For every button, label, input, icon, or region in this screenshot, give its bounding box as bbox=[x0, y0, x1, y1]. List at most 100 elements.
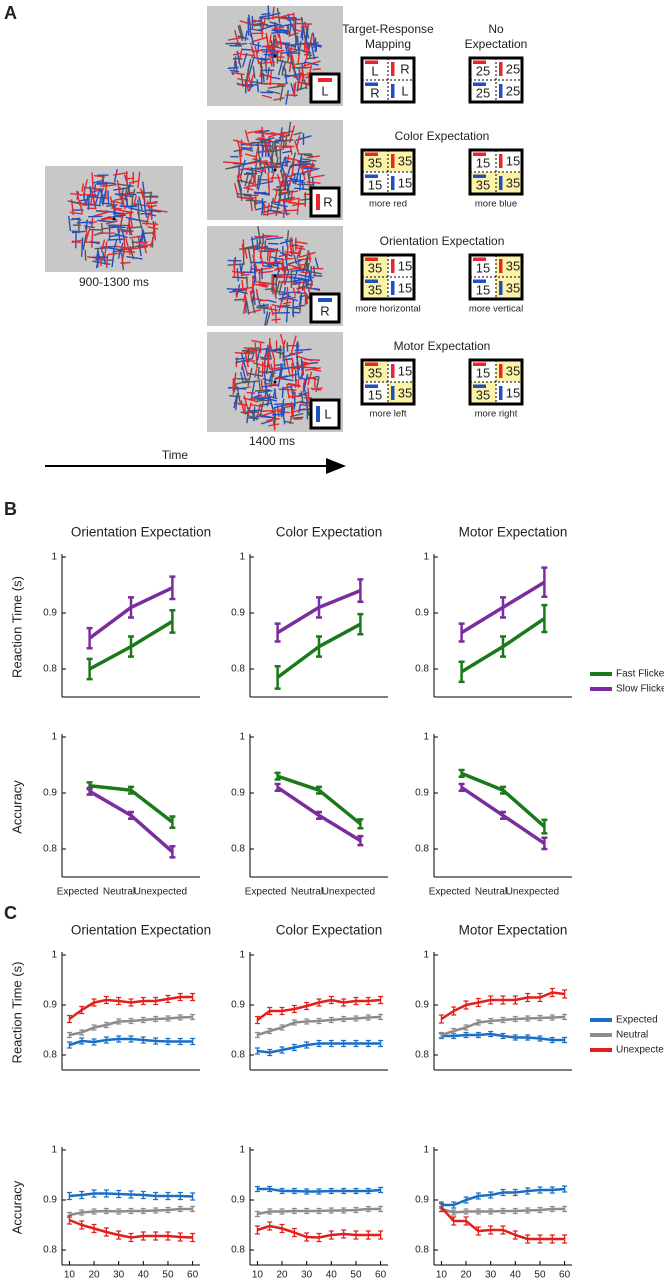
error-bar bbox=[353, 996, 359, 1006]
stimulus-line bbox=[79, 193, 96, 196]
stimulus-line bbox=[254, 368, 258, 378]
error-bar bbox=[291, 1187, 297, 1195]
y-axis-label: Accuracy bbox=[9, 1180, 24, 1234]
stimulus-line bbox=[296, 361, 300, 378]
table-box bbox=[468, 56, 524, 104]
cell-bar bbox=[365, 257, 378, 261]
x-tick-label: Unexpected bbox=[506, 887, 559, 898]
error-bar bbox=[463, 1196, 469, 1204]
stimulus-line bbox=[76, 221, 93, 224]
error-bar bbox=[116, 1208, 122, 1215]
stimulus-line bbox=[269, 34, 272, 44]
stimulus-line bbox=[303, 21, 310, 39]
cell-value: 35 bbox=[398, 385, 412, 400]
stimulus-line bbox=[93, 179, 102, 184]
chart-title: Orientation Expectation bbox=[71, 525, 211, 540]
stimulus-line bbox=[294, 379, 298, 388]
stimulus-line bbox=[288, 177, 306, 184]
stimulus-line bbox=[254, 145, 259, 160]
error-bar bbox=[177, 992, 183, 1002]
stimulus-line bbox=[287, 263, 303, 270]
table-caption: more horizontal bbox=[355, 304, 420, 315]
stimulus-line bbox=[254, 388, 270, 392]
stimulus-line bbox=[310, 42, 323, 47]
stimulus-line bbox=[286, 154, 290, 167]
error-bar bbox=[475, 1031, 481, 1039]
error-bar bbox=[274, 622, 281, 643]
error-bar bbox=[165, 1037, 171, 1046]
error-bar bbox=[165, 994, 171, 1004]
error-bar bbox=[316, 810, 322, 821]
stimulus-line bbox=[270, 162, 289, 167]
stimulus-line bbox=[273, 28, 288, 32]
error-bar bbox=[549, 1186, 555, 1194]
error-bar bbox=[153, 1231, 159, 1241]
error-bar bbox=[500, 785, 506, 795]
stimulus-line bbox=[232, 139, 250, 146]
stimulus-line bbox=[296, 74, 302, 88]
error-bar bbox=[562, 1013, 568, 1021]
error-bar bbox=[488, 1225, 494, 1235]
cell-value: 15 bbox=[398, 175, 412, 190]
cell-value: 25 bbox=[476, 63, 490, 78]
stimulus-line bbox=[267, 242, 279, 245]
stimulus-line bbox=[256, 399, 266, 402]
y-axis-label: Reaction Time (s) bbox=[9, 962, 24, 1064]
stimulus-line bbox=[70, 217, 81, 221]
error-bar bbox=[353, 1039, 359, 1048]
stimulus-line bbox=[225, 42, 241, 45]
error-bar bbox=[140, 1016, 146, 1024]
y-tick-label: 0.9 bbox=[231, 788, 245, 799]
stimulus-line bbox=[265, 311, 271, 326]
cell-bar bbox=[391, 386, 395, 400]
stimulus-line bbox=[273, 189, 279, 205]
response-bar bbox=[318, 78, 332, 82]
stimulus-line bbox=[109, 234, 118, 238]
y-tick-label: 0.8 bbox=[231, 844, 245, 855]
table-caption: more right bbox=[475, 409, 518, 420]
stimulus-line bbox=[283, 373, 298, 378]
cell-bar bbox=[499, 364, 503, 378]
stimulus-line bbox=[295, 62, 306, 66]
error-bar bbox=[177, 1205, 183, 1213]
stimulus-line bbox=[280, 157, 286, 173]
cell-bar bbox=[499, 281, 503, 295]
stimulus-line bbox=[264, 311, 269, 326]
stimulus-line bbox=[300, 391, 304, 404]
stimulus-line bbox=[234, 298, 245, 301]
stimulus-line bbox=[278, 280, 292, 284]
y-tick-label: 1 bbox=[51, 552, 57, 563]
stimulus-line bbox=[307, 371, 313, 386]
error-bar bbox=[169, 844, 176, 859]
error-bar bbox=[66, 1215, 72, 1225]
stimulus-line bbox=[300, 170, 310, 174]
x-tick-label: 30 bbox=[485, 1270, 497, 1280]
stimulus-line bbox=[298, 245, 303, 257]
cell-bar bbox=[499, 259, 503, 273]
cell-bar bbox=[473, 174, 486, 178]
legend-label: Expected bbox=[616, 1015, 658, 1026]
chart-title: Orientation Expectation bbox=[71, 923, 211, 938]
response-bar bbox=[318, 298, 332, 302]
stimulus-line bbox=[301, 158, 317, 162]
stimulus-line bbox=[234, 29, 240, 45]
stimulus-line bbox=[257, 389, 260, 400]
stimulus-line bbox=[250, 45, 256, 59]
stimulus-line bbox=[70, 192, 82, 196]
x-tick-label: 30 bbox=[301, 1270, 313, 1280]
stimulus-line bbox=[285, 305, 289, 323]
chart-title: Motor Expectation bbox=[459, 923, 568, 938]
stimulus-line bbox=[111, 207, 122, 210]
error-bar bbox=[562, 1205, 568, 1213]
stimulus-line bbox=[263, 74, 272, 79]
error-bar bbox=[103, 995, 109, 1005]
error-bar bbox=[562, 1036, 568, 1044]
stimulus-line bbox=[241, 273, 250, 276]
stimulus-line bbox=[285, 357, 291, 375]
stimulus-line bbox=[241, 349, 254, 354]
table-box bbox=[360, 253, 416, 301]
error-bar bbox=[512, 995, 518, 1005]
stimulus-line bbox=[102, 226, 117, 230]
cell-value: R bbox=[400, 61, 409, 76]
stimulus-line bbox=[121, 247, 131, 251]
